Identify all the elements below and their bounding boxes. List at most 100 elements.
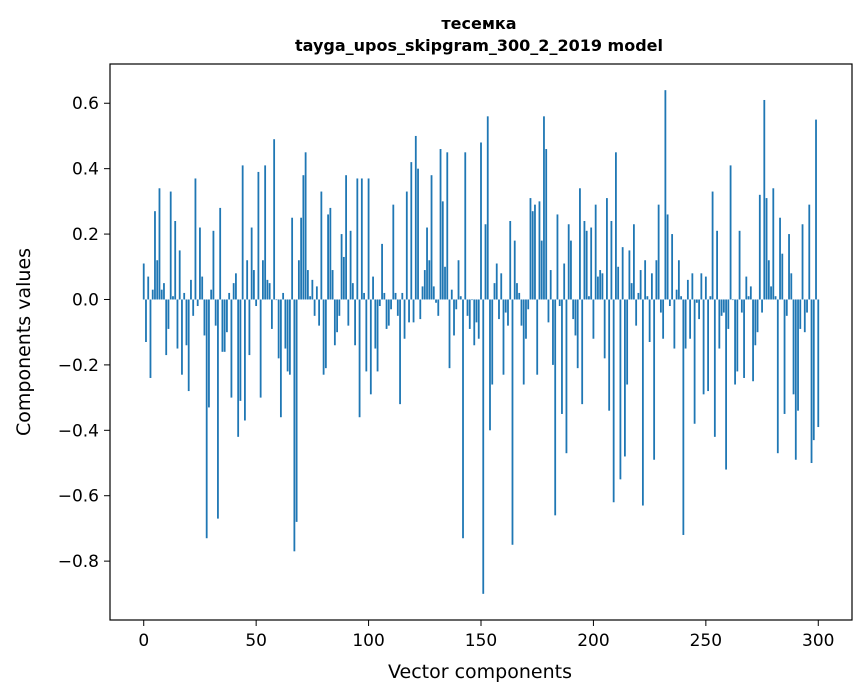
bar <box>725 299 727 470</box>
bar <box>273 139 276 300</box>
bar <box>671 234 674 300</box>
bar <box>423 270 426 300</box>
y-axis-label: Components values <box>13 248 35 436</box>
bar <box>338 299 341 316</box>
bar <box>414 135 417 300</box>
bar <box>333 299 336 346</box>
bar <box>711 191 714 300</box>
bar <box>567 224 570 300</box>
bar <box>486 116 489 300</box>
bar <box>666 214 669 300</box>
x-axis: 0 50 100 150 200 250 300 <box>138 620 834 651</box>
bar <box>608 299 611 411</box>
chart-title: тесемка <box>441 14 516 33</box>
bar <box>403 299 406 339</box>
bar <box>781 253 784 300</box>
bar <box>439 149 442 300</box>
bar <box>295 299 298 522</box>
bar <box>646 296 649 300</box>
bar <box>235 273 237 300</box>
x-tick-label: 200 <box>577 631 609 651</box>
bar <box>720 299 723 316</box>
bar <box>657 204 660 300</box>
bar <box>318 299 321 326</box>
bar <box>641 299 644 506</box>
bar <box>659 299 662 313</box>
bar <box>210 289 213 300</box>
bar <box>547 299 550 323</box>
bar <box>450 289 453 300</box>
bar <box>716 230 718 300</box>
bar <box>783 299 786 414</box>
bar <box>324 299 327 369</box>
bar <box>291 217 294 300</box>
bar <box>803 299 806 333</box>
bar <box>428 260 431 300</box>
bar <box>549 270 552 300</box>
bar <box>430 175 433 300</box>
bar <box>621 247 624 300</box>
bar <box>554 299 557 516</box>
bar <box>507 299 509 326</box>
bar <box>169 191 172 300</box>
bar <box>174 220 177 300</box>
bar <box>369 299 372 395</box>
bar <box>498 299 500 320</box>
bar <box>491 299 494 385</box>
bar <box>797 299 799 411</box>
bar <box>756 299 759 333</box>
bar <box>504 299 507 313</box>
x-tick-label: 250 <box>690 631 722 651</box>
bar <box>565 299 568 454</box>
bar <box>718 299 721 349</box>
bar <box>626 299 629 385</box>
bar <box>570 240 572 300</box>
bar <box>313 299 316 316</box>
bar <box>340 234 343 300</box>
bar <box>617 266 620 300</box>
bar <box>763 99 766 300</box>
bar <box>277 299 280 359</box>
bar <box>419 299 422 320</box>
bar <box>630 283 633 300</box>
bar <box>266 279 269 300</box>
bar <box>286 299 289 372</box>
y-tick-label: −0.4 <box>58 421 99 441</box>
bar <box>367 178 370 300</box>
bar <box>196 299 199 307</box>
bar <box>253 270 255 300</box>
bar <box>644 260 647 300</box>
bar <box>736 299 739 372</box>
bar <box>576 299 579 369</box>
bar <box>740 299 743 313</box>
bar <box>455 299 458 310</box>
bar <box>262 260 264 300</box>
bar <box>394 292 397 300</box>
bar <box>776 299 779 454</box>
bar <box>327 214 329 300</box>
bar <box>758 194 761 300</box>
bar <box>817 299 820 428</box>
bar <box>624 299 626 457</box>
bar <box>799 299 802 329</box>
bar <box>637 292 640 300</box>
bar <box>230 299 233 398</box>
bar <box>601 273 604 300</box>
bar <box>761 299 763 313</box>
bar <box>639 270 642 300</box>
bar <box>700 273 703 300</box>
bar <box>635 299 638 326</box>
bar <box>466 299 469 316</box>
bar <box>453 299 455 336</box>
bar <box>727 299 730 329</box>
bar <box>794 299 797 460</box>
bar <box>477 299 480 339</box>
bar <box>682 299 685 535</box>
bar <box>304 152 307 300</box>
bar <box>619 299 622 480</box>
bar <box>464 152 467 300</box>
bar <box>214 299 217 326</box>
bar <box>745 276 748 300</box>
bar <box>754 299 757 346</box>
